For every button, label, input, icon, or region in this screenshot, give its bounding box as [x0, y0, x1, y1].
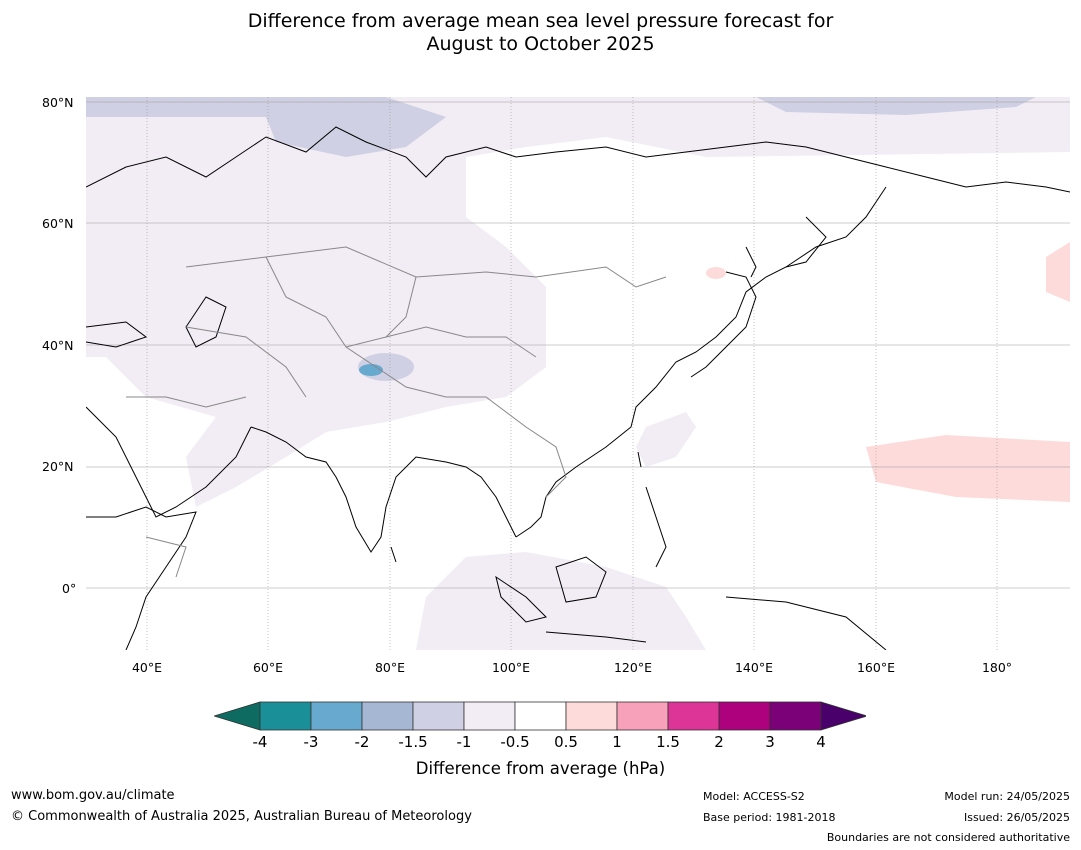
- graticule: [86, 97, 1070, 650]
- lon-label-160e: 160°E: [856, 660, 895, 675]
- coastline-arabia: [86, 406, 252, 518]
- colorbar-tick-label: -1.5: [398, 733, 428, 751]
- colorbar-label: Difference from average (hPa): [415, 759, 666, 778]
- colorbar-segment: [310, 701, 363, 731]
- colorbar-tick-label: -2: [354, 733, 370, 751]
- title-line-2: August to October 2025: [426, 33, 655, 55]
- coastline-sakhalin: [745, 246, 757, 278]
- anomaly-region-bering: [1046, 242, 1070, 302]
- colorbar-segment: [361, 701, 414, 731]
- anomaly-region-north-pacific: [866, 435, 1070, 502]
- anomaly-region-indian-ocean: [416, 552, 706, 650]
- anomaly-tibet-core: [359, 364, 383, 376]
- colorbar-segment: [718, 701, 771, 731]
- country-borders: [126, 246, 667, 578]
- colorbar: [214, 701, 866, 731]
- coastlines: [86, 126, 1070, 650]
- lat-label-equator: 0°: [62, 581, 77, 596]
- lon-label-80e: 80°E: [374, 660, 406, 675]
- model-text: Model: ACCESS-S2: [703, 790, 805, 803]
- coastline-sumatra: [495, 575, 547, 623]
- coastline-arctic: [86, 126, 1070, 193]
- anomaly-region-barents: [86, 97, 446, 157]
- base-period-text: Base period: 1981-2018: [703, 811, 836, 824]
- coastline-java: [545, 631, 647, 643]
- lon-label-140e: 140°E: [734, 660, 773, 675]
- lat-label-60n: 60°N: [42, 216, 74, 231]
- disclaimer-text: Boundaries are not considered authoritat…: [826, 831, 1070, 844]
- model-run-text: Model run: 24/05/2025: [944, 790, 1070, 803]
- coastline-east-asia: [515, 186, 887, 538]
- anomaly-region-east-china-sea: [636, 412, 696, 467]
- map-panel: [86, 97, 1070, 650]
- coastline-borneo: [555, 556, 607, 603]
- lat-label-40n: 40°N: [42, 338, 74, 353]
- colorbar-tick-label: 3: [765, 733, 775, 751]
- colorbar-tick-label: 2: [714, 733, 724, 751]
- colorbar-tick-label: -0.5: [500, 733, 530, 751]
- colorbar-tick-label: -4: [252, 733, 268, 751]
- title-line-1: Difference from average mean sea level p…: [247, 10, 834, 32]
- anomaly-region-east-arctic: [756, 97, 1036, 115]
- colorbar-tick-label: -1: [456, 733, 472, 751]
- lat-label-20n: 20°N: [42, 459, 74, 474]
- lon-label-100e: 100°E: [491, 660, 530, 675]
- coastline-taiwan: [637, 451, 642, 468]
- colorbar-segment: [565, 701, 618, 731]
- coastline-caspian: [185, 296, 227, 348]
- website-link[interactable]: www.bom.gov.au/climate: [11, 788, 175, 803]
- anomaly-region-central-asia: [86, 97, 546, 507]
- copyright-text: © Commonwealth of Australia 2025, Austra…: [11, 809, 472, 824]
- coastline-black-sea: [86, 321, 148, 348]
- lon-label-120e: 120°E: [613, 660, 652, 675]
- coastline-new-guinea: [725, 596, 887, 650]
- colorbar-tick-label: -3: [303, 733, 319, 751]
- coastline-kamchatka: [785, 216, 827, 268]
- anomaly-okhotsk: [706, 267, 726, 279]
- colorbar-tick-label: 4: [816, 733, 826, 751]
- colorbar-extend-high: [820, 701, 866, 731]
- colorbar-segment: [259, 701, 312, 731]
- colorbar-tick-label: 0.5: [554, 733, 578, 751]
- lon-label-60e: 60°E: [252, 660, 284, 675]
- colorbar-tick-label: 1: [612, 733, 622, 751]
- colorbar-extend-low: [214, 701, 261, 731]
- colorbar-tick-label: 1.5: [656, 733, 680, 751]
- coastline-sri-lanka: [390, 546, 397, 563]
- lat-label-80n: 80°N: [42, 95, 74, 110]
- colorbar-segment: [769, 701, 822, 731]
- colorbar-segment: [412, 701, 465, 731]
- colorbar-segment: [667, 701, 720, 731]
- colorbar-segment: [616, 701, 669, 731]
- coastline-japan: [690, 271, 757, 378]
- issued-text: Issued: 26/05/2025: [963, 811, 1070, 824]
- map-svg: [86, 97, 1070, 650]
- colorbar-segment: [463, 701, 516, 731]
- coastline-philippines: [645, 486, 667, 568]
- map-title: Difference from average mean sea level p…: [0, 10, 1081, 56]
- lon-label-180: 180°: [981, 660, 1013, 675]
- lon-label-40e: 40°E: [131, 660, 163, 675]
- coastline-africa: [86, 506, 197, 650]
- colorbar-segment: [514, 701, 567, 731]
- anomaly-shading: [86, 97, 1070, 650]
- coastline-south-asia: [250, 426, 517, 553]
